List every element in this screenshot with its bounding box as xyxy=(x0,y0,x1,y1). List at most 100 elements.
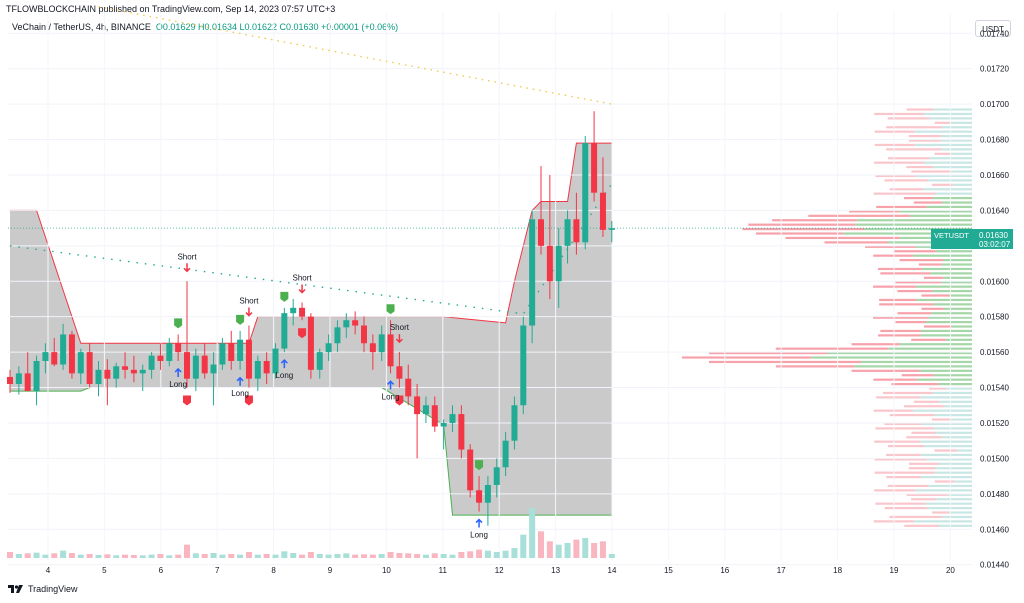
volume-profile-up-bar xyxy=(927,507,972,510)
volume-profile-down-bar xyxy=(889,414,935,417)
volume-profile-down-bar xyxy=(873,378,917,381)
long-signal-label: Long xyxy=(382,392,400,401)
volume-bar xyxy=(166,555,173,558)
volume-profile-up-bar xyxy=(925,502,972,505)
candle xyxy=(157,343,164,370)
volume-bar xyxy=(122,554,129,558)
publisher-line: TFLOWBLOCKCHAIN published on TradingView… xyxy=(6,4,336,14)
candle xyxy=(493,458,500,498)
y-tick-label: 0.01560 xyxy=(980,348,1009,357)
candle xyxy=(210,352,217,406)
candle xyxy=(352,311,359,335)
last-price-tag-bg xyxy=(931,229,975,249)
candle xyxy=(237,330,244,370)
buy-marker-icon xyxy=(475,460,484,471)
volume-profile-down-bar xyxy=(874,440,921,443)
volume-profile-down-bar xyxy=(824,241,888,244)
volume-bar xyxy=(440,554,447,558)
candle xyxy=(378,325,385,361)
volume-bar xyxy=(538,531,544,558)
volume-profile-down-bar xyxy=(808,214,911,217)
volume-profile-up-bar xyxy=(912,254,972,257)
volume-bar xyxy=(493,552,500,558)
candle-body xyxy=(60,334,67,365)
volume-profile-up-bar xyxy=(941,281,972,284)
y-tick-label: 0.01580 xyxy=(980,313,1009,322)
candle xyxy=(369,334,376,370)
volume-profile-up-bar xyxy=(934,414,972,417)
volume-bar xyxy=(343,553,350,558)
volume-bar xyxy=(245,552,252,558)
volume-profile-up-bar xyxy=(930,272,972,275)
volume-profile-up-bar xyxy=(941,515,972,519)
candle-body xyxy=(467,449,474,491)
candle xyxy=(166,337,173,367)
candle-body xyxy=(7,376,13,384)
volume-profile-down-bar xyxy=(874,489,916,492)
volume-profile-up-bar xyxy=(860,360,972,364)
long-signal-label: Long xyxy=(470,531,488,540)
candle-body xyxy=(361,325,367,344)
volume-profile-down-bar xyxy=(924,276,944,279)
candle xyxy=(7,369,13,393)
volume-profile-down-bar xyxy=(911,338,946,341)
volume-profile-up-bar xyxy=(898,210,972,213)
currency-selector[interactable]: USDT xyxy=(975,20,1011,37)
candle xyxy=(122,352,129,379)
volume-bar xyxy=(361,554,367,558)
volume-profile-down-bar xyxy=(906,493,948,496)
candle xyxy=(51,337,58,367)
volume-bar xyxy=(325,554,332,558)
volume-profile-down-bar xyxy=(873,192,936,195)
candle xyxy=(15,366,22,395)
volume-profile-down-bar xyxy=(887,445,924,448)
volume-profile-up-bar xyxy=(950,170,972,173)
candle xyxy=(148,352,155,379)
candle xyxy=(281,307,288,353)
candle-body xyxy=(546,245,553,282)
volume-profile-up-bar xyxy=(899,343,972,346)
volume-profile-up-bar xyxy=(949,294,972,297)
volume-bar xyxy=(148,554,155,558)
candle-body xyxy=(511,405,518,441)
volume-profile-down-bar xyxy=(849,210,899,213)
price-axis[interactable]: 0.01740 0.01720 0.01700 0.01680 0.01660 0.016… xyxy=(980,29,1009,569)
candle xyxy=(582,136,589,250)
candle-body xyxy=(440,422,447,427)
volume-bar xyxy=(520,534,527,558)
candle xyxy=(299,302,306,321)
volume-profile-down-bar xyxy=(887,157,930,160)
long-arrow-icon xyxy=(174,367,182,377)
volume-profile-up-bar xyxy=(933,108,972,111)
candle-body xyxy=(431,405,438,427)
time-axis[interactable]: 4 5 6 7 8 9 10 11 12 13 14 15 16 17 18 19 20 xyxy=(46,566,956,575)
volume-profile-down-bar xyxy=(904,524,940,527)
volume-bar xyxy=(157,554,164,558)
candle xyxy=(219,337,226,370)
volume-profile-down-bar xyxy=(884,179,928,182)
volume-profile-down-bar xyxy=(923,325,952,328)
candle xyxy=(130,355,137,383)
volume-profile-up-bar xyxy=(939,400,972,403)
candle xyxy=(290,298,297,326)
volume-profile-up-bar xyxy=(950,418,972,421)
grid xyxy=(8,12,972,566)
volume-profile-down-bar xyxy=(899,259,944,262)
volume-profile-up-bar xyxy=(947,493,972,496)
candle xyxy=(316,348,323,379)
volume-profile-up-bar xyxy=(941,148,972,151)
candle-body xyxy=(378,334,385,353)
x-tick-label: 5 xyxy=(102,566,107,575)
volume-profile-down-bar xyxy=(931,418,951,421)
volume-profile-up-bar xyxy=(935,498,972,501)
volume-profile-up-bar xyxy=(913,409,972,412)
candle xyxy=(555,228,562,308)
volume-profile-down-bar xyxy=(873,316,929,319)
y-tick-label: 0.01680 xyxy=(980,136,1009,145)
x-tick-label: 10 xyxy=(382,566,391,575)
volume-profile-down-bar xyxy=(906,166,934,169)
candle-body xyxy=(139,369,146,374)
volume-bar xyxy=(476,549,483,558)
volume-profile-down-bar xyxy=(682,356,812,359)
